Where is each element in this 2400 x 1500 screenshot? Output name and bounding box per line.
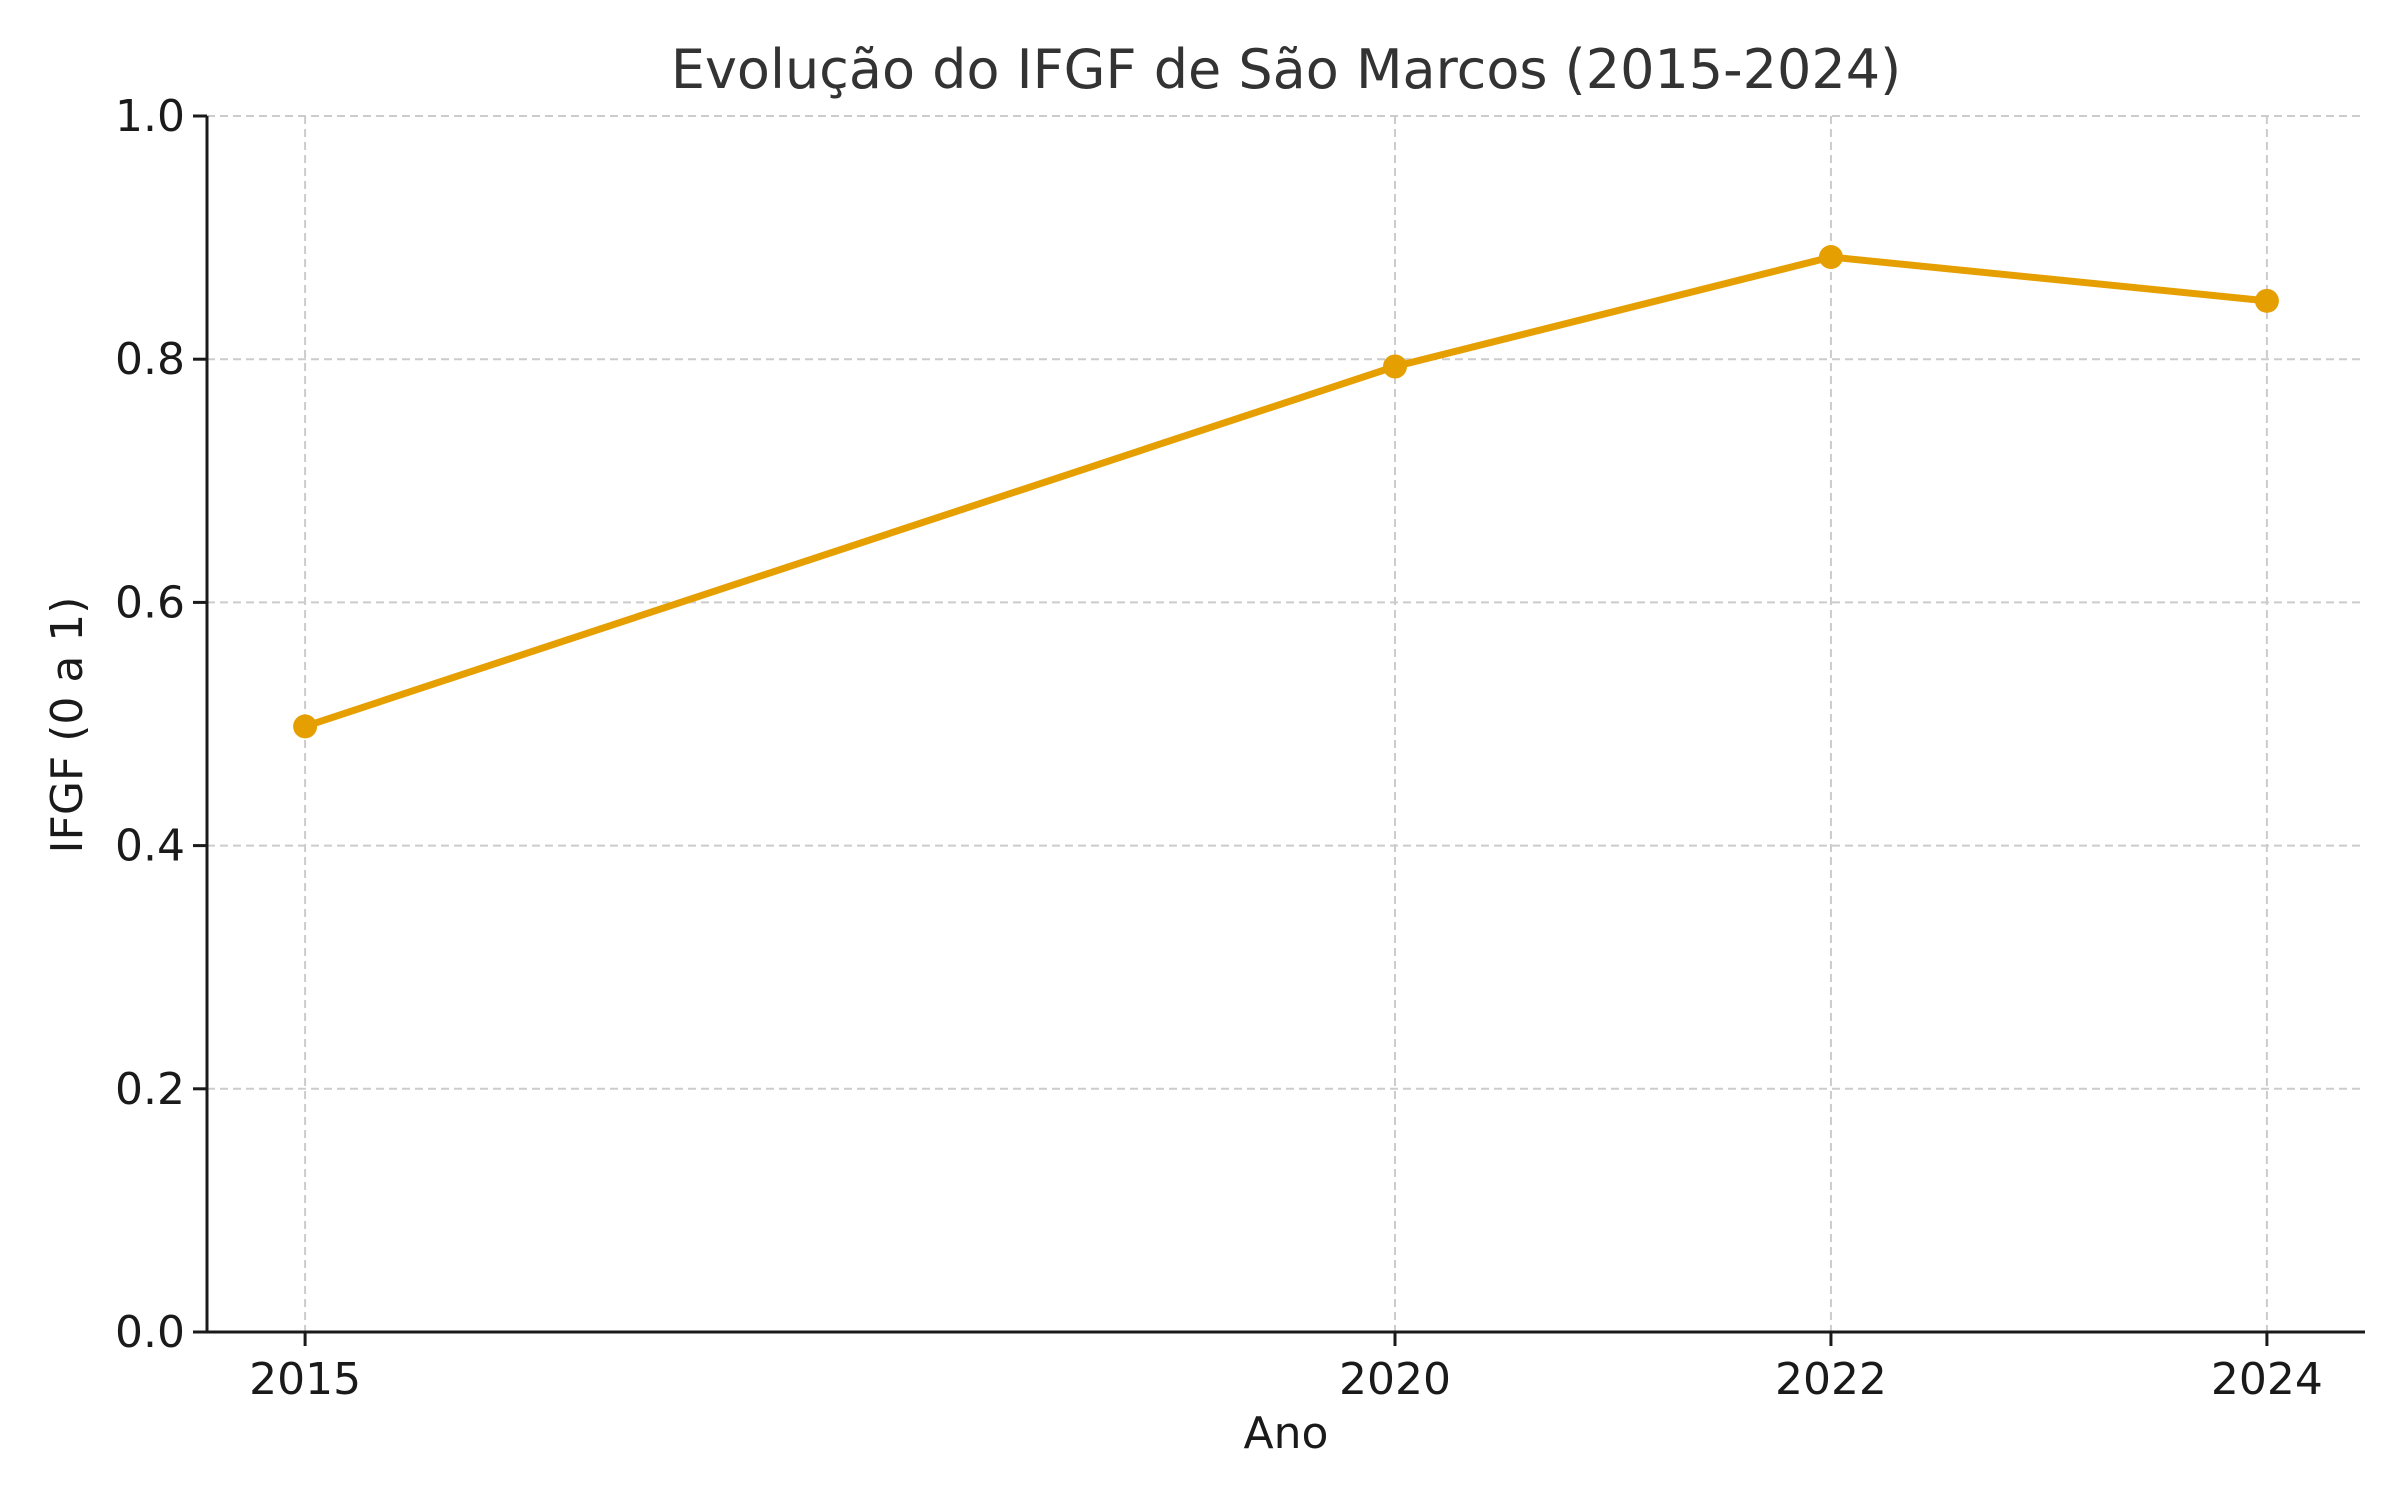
x-axis-label: Ano (1244, 1408, 1329, 1459)
data-point (1382, 354, 1407, 379)
data-series (293, 245, 2279, 739)
x-tick-label: 2024 (2211, 1354, 2323, 1405)
y-axis-label: IFGF (0 a 1) (42, 597, 93, 854)
y-tick-label: 0.6 (115, 577, 185, 628)
grid-lines (207, 115, 2365, 1333)
y-tick-label: 0.8 (115, 334, 185, 385)
data-point (1818, 245, 1843, 270)
y-tick-label: 0.2 (115, 1064, 185, 1115)
data-point (293, 714, 318, 739)
series-line (301, 253, 2271, 730)
x-tick-label: 2020 (1339, 1354, 1451, 1405)
y-tick-label: 0.0 (115, 1307, 185, 1358)
x-tick-label: 2022 (1775, 1354, 1887, 1405)
x-tick-label: 2015 (249, 1354, 361, 1405)
chart-title: Evolução do IFGF de São Marcos (2015-202… (671, 38, 1901, 101)
data-point (2254, 288, 2279, 313)
tick-labels: 0.0 0.2 0.4 0.6 0.8 1.0 2015 2020 2022 2024 (115, 91, 2323, 1405)
axes (193, 114, 2365, 1346)
y-tick-label: 0.4 (115, 821, 185, 872)
y-tick-label: 1.0 (115, 91, 185, 142)
